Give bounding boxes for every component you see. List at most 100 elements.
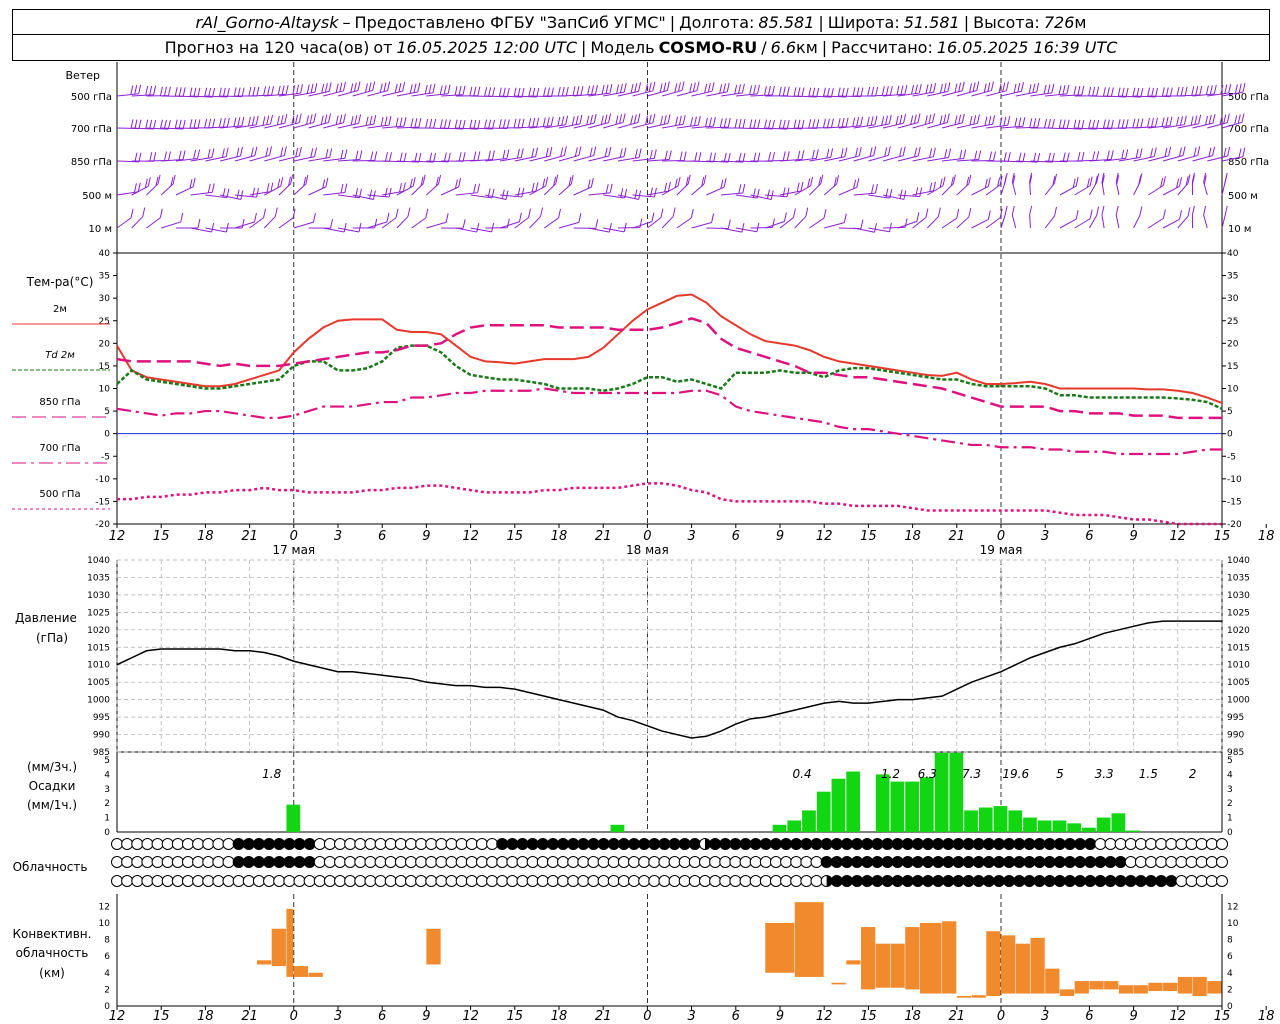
precip-3h-total: 3.3 xyxy=(1095,767,1114,781)
cloud-symbol xyxy=(151,856,164,868)
wind-barb-staff xyxy=(293,221,314,229)
wind-barb xyxy=(632,81,656,97)
wind-barb xyxy=(809,174,824,196)
wind-barb xyxy=(293,113,317,129)
wind-barb xyxy=(676,174,691,196)
wind-barb-feather xyxy=(663,82,667,92)
cloud-symbol xyxy=(242,875,255,887)
wind-barb xyxy=(824,213,847,229)
cloud-circle xyxy=(1094,856,1107,868)
cloud-circle xyxy=(354,856,367,868)
wind-barb xyxy=(956,207,972,229)
cloud-symbol xyxy=(475,856,488,868)
from-date: 16.05.2025 12:00 UTC xyxy=(396,38,578,57)
separator: | xyxy=(821,38,828,57)
wind-barb xyxy=(765,119,790,130)
wind-barb xyxy=(426,84,451,97)
wind-barb-feather xyxy=(506,149,510,159)
wind-barb xyxy=(588,146,612,162)
wind-barb-staff xyxy=(588,227,610,233)
cloud-symbol xyxy=(283,875,296,887)
wind-barb-feather xyxy=(1110,150,1114,160)
wind-barb-feather xyxy=(358,114,362,124)
wind-barb-feather xyxy=(782,119,786,130)
cloud-symbol xyxy=(1114,856,1127,868)
cloud-symbol xyxy=(252,856,265,868)
cloud-symbol xyxy=(364,856,377,868)
temp-ytick-left: 35 xyxy=(99,272,110,282)
wind-barb-feather xyxy=(561,86,565,97)
wind-barb-feather xyxy=(1238,148,1242,158)
pres-ylabel-unit: (гПа) xyxy=(36,631,68,645)
cloud-circle xyxy=(192,856,205,868)
cloud-circle xyxy=(820,838,833,850)
wind-barb xyxy=(912,83,937,97)
cloud-circle xyxy=(911,875,924,887)
wind-barb-staff xyxy=(1088,215,1098,229)
cloud-symbol xyxy=(587,856,600,868)
wind-barb-feather xyxy=(608,146,612,157)
wind-barb-feather xyxy=(974,150,978,160)
cloud-circle xyxy=(820,856,833,868)
cloud-circle xyxy=(607,875,620,887)
cloud-symbol xyxy=(334,838,347,850)
cloud-circle xyxy=(922,875,935,887)
hour-label-top: 3 xyxy=(334,529,342,544)
wind-barb-feather xyxy=(439,119,443,129)
cloud-symbol xyxy=(404,856,417,868)
cloud-symbol xyxy=(1033,856,1046,868)
wind-barb-feather xyxy=(944,149,948,159)
cloud-circle xyxy=(111,875,123,887)
wind-barb-staff xyxy=(396,216,409,229)
header-line-1: rAl_Gorno-Altaysk – Предоставлено ФГБУ "… xyxy=(12,9,1270,35)
wind-barb-feather xyxy=(241,218,245,229)
wind-barb-feather xyxy=(811,149,815,159)
wind-barb xyxy=(146,119,171,130)
wind-barb-feather xyxy=(903,190,907,200)
wind-barb xyxy=(1207,83,1232,97)
hour-label-bottom: 0 xyxy=(643,1009,651,1024)
wind-barb-feather xyxy=(1106,150,1110,160)
wind-barb xyxy=(278,113,302,129)
wind-barb-feather xyxy=(372,190,376,200)
wind-barb xyxy=(765,212,787,229)
wind-barb-feather xyxy=(414,118,418,128)
wind-barb-feather xyxy=(550,116,554,126)
cloud-circle xyxy=(192,838,205,850)
cloud-circle xyxy=(982,875,995,887)
wind-barb xyxy=(691,117,716,129)
wind-barb-feather xyxy=(357,81,361,91)
wind-barb-feather xyxy=(1081,119,1085,130)
wind-barb-feather xyxy=(1228,83,1232,94)
cloud-symbol xyxy=(131,875,144,887)
cloud-symbol xyxy=(1003,838,1016,850)
cloud-circle xyxy=(628,838,641,850)
wind-barb-feather xyxy=(764,119,767,129)
wind-barb xyxy=(190,148,215,162)
cloud-circle xyxy=(202,875,215,887)
cloud-symbol xyxy=(648,875,661,887)
wind-barb-feather xyxy=(368,82,372,92)
wind-barb-staff xyxy=(853,192,876,196)
cloud-circle xyxy=(334,838,347,850)
cloud-symbol xyxy=(465,875,478,887)
wind-barb-feather xyxy=(1187,174,1191,184)
prec-ytick-left: 0 xyxy=(104,828,110,838)
wind-barb-feather xyxy=(659,83,663,93)
wind-barb-feather xyxy=(1191,172,1195,182)
wind-barb-feather xyxy=(1005,81,1009,91)
wind-barb xyxy=(1030,83,1055,97)
wind-barb-feather xyxy=(969,83,973,93)
wind-barb xyxy=(175,87,201,98)
wind-barb-feather xyxy=(1013,83,1017,94)
conv-ytick-left: 8 xyxy=(104,936,110,946)
wind-barb-feather xyxy=(757,152,761,162)
wind-barb-feather xyxy=(329,148,333,158)
cloud-circle xyxy=(202,838,215,850)
conv-ytick-left: 4 xyxy=(104,969,110,979)
cloud-circle xyxy=(557,856,570,868)
wind-barb-feather xyxy=(1106,87,1110,97)
cloud-symbol xyxy=(607,838,620,850)
wind-barb-feather xyxy=(1208,147,1212,157)
wind-barb-feather xyxy=(247,116,251,127)
